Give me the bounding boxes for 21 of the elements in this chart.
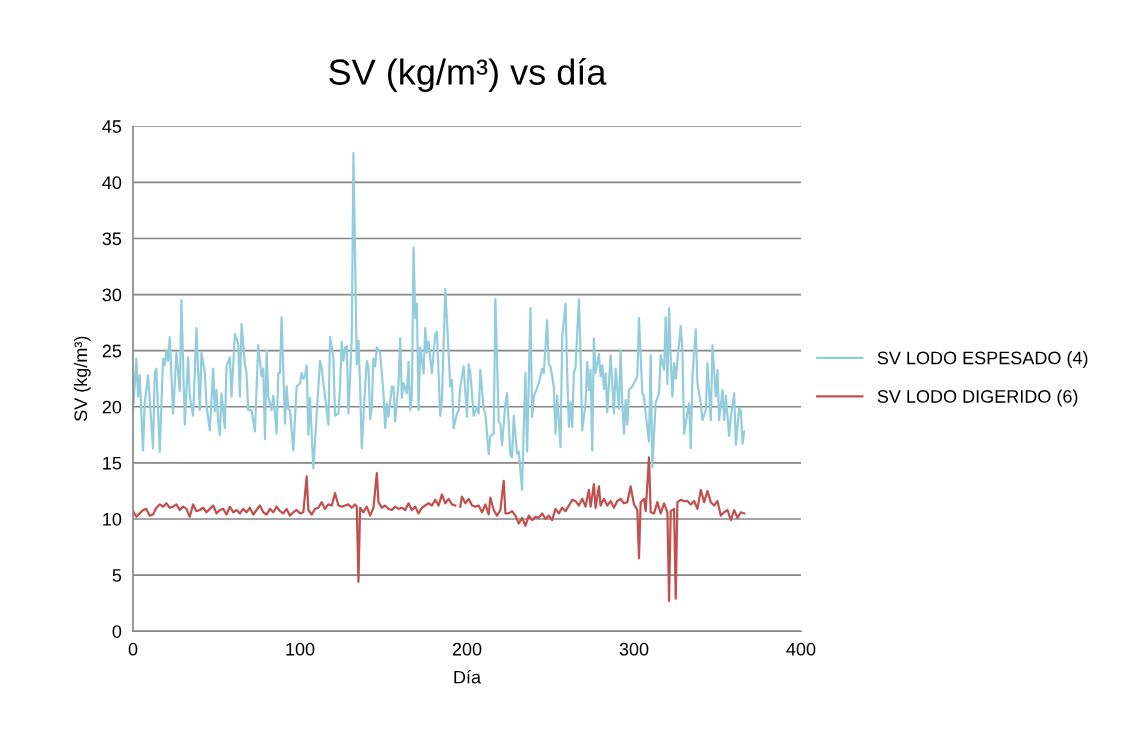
y-tick-label: 20 xyxy=(102,400,122,414)
chart-title: SV (kg/m³) vs día xyxy=(329,57,607,93)
legend-label: SV LODO DIGERIDO (6) xyxy=(877,389,1078,407)
line-series xyxy=(133,152,746,491)
legend-label: SV LODO ESPESADO (4) xyxy=(877,351,1088,368)
x-tick-label: 400 xyxy=(786,642,816,656)
y-tick-label: 40 xyxy=(102,176,122,190)
y-tick-label: 15 xyxy=(103,457,122,470)
x-axis-title: Día xyxy=(454,670,482,684)
y-tick-label: 45 xyxy=(102,120,122,133)
x-tick-label: 300 xyxy=(619,642,649,656)
y-tick-label: 30 xyxy=(102,288,122,302)
x-tick-label: 100 xyxy=(286,642,315,656)
x-tick-label: 200 xyxy=(452,642,482,656)
y-tick-label: 35 xyxy=(102,232,122,246)
x-tick-label: 0 xyxy=(128,642,138,656)
y-axis-title: SV (kg/m³) xyxy=(73,336,91,422)
y-tick-label: 10 xyxy=(103,512,122,526)
y-tick-label: 0 xyxy=(112,625,122,638)
y-tick-label: 5 xyxy=(112,569,122,582)
y-tick-label: 25 xyxy=(102,344,122,358)
